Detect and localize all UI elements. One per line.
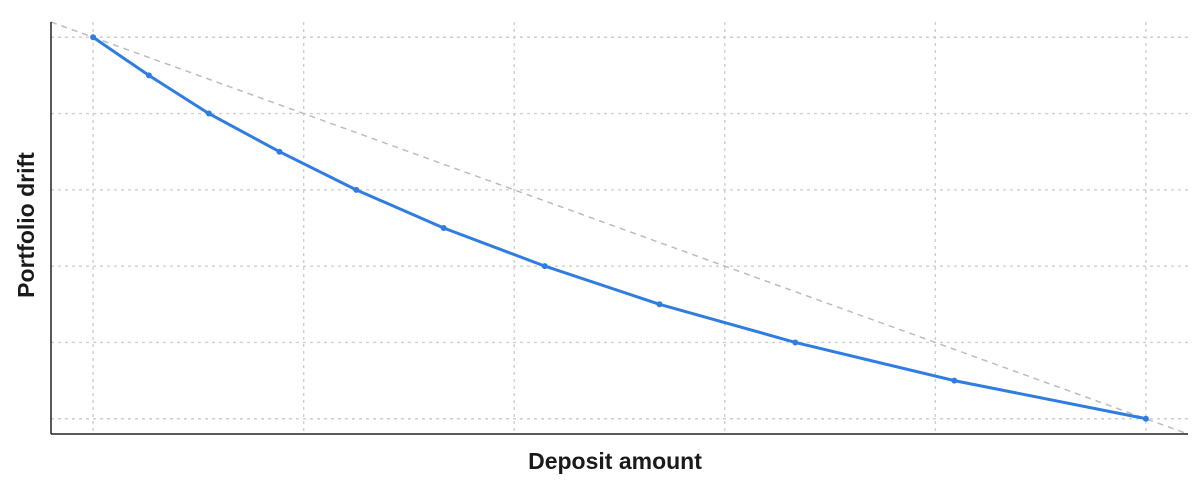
reference-diagonal-line — [51, 22, 1188, 434]
series-layer — [90, 34, 1149, 421]
series-0-point-0 — [90, 34, 96, 40]
series-0-point-4 — [353, 187, 359, 193]
series-0-point-5 — [441, 225, 447, 231]
x-axis-title: Deposit amount — [528, 448, 702, 474]
series-0-point-7 — [657, 301, 663, 307]
series-0-point-3 — [276, 149, 282, 155]
series-0-point-2 — [206, 111, 212, 117]
series-0-point-6 — [542, 263, 548, 269]
series-0-point-1 — [146, 72, 152, 78]
y-axis-title: Portfolio drift — [13, 152, 39, 298]
reference-layer — [51, 22, 1188, 434]
series-0-point-9 — [951, 378, 957, 384]
series-0-point-10 — [1143, 416, 1149, 422]
series-0-point-8 — [792, 339, 798, 345]
